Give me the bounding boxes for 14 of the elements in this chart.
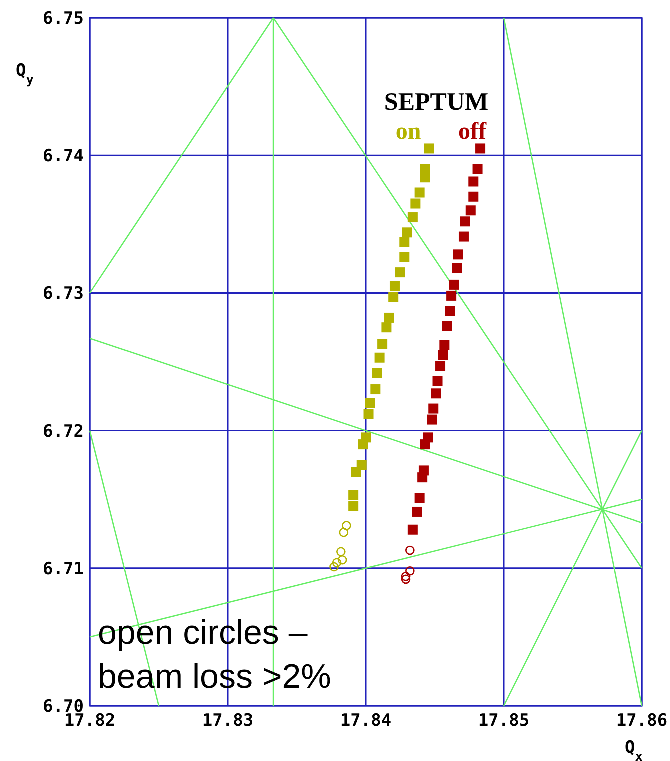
x-tick-label: 17.86 [616, 711, 668, 731]
x-tick-label: 17.85 [478, 711, 530, 731]
y-axis-title: Q$_{y}$ [16, 61, 34, 88]
x-tick-label: 17.84 [340, 711, 392, 731]
y-tick-label: 6.75 [43, 9, 84, 29]
x-tick-label: 17.83 [202, 711, 254, 731]
y-tick-label: 6.73 [43, 284, 84, 304]
series-label: off [458, 119, 488, 145]
y-tick-label: 6.74 [43, 146, 84, 167]
x-axis-title: Q$_{x}$ [625, 738, 644, 761]
legend-title: SEPTUM [384, 89, 489, 116]
y-tick-label: 6.71 [43, 559, 84, 580]
y-tick-label: 6.72 [43, 422, 84, 442]
series-label: on [396, 119, 422, 145]
